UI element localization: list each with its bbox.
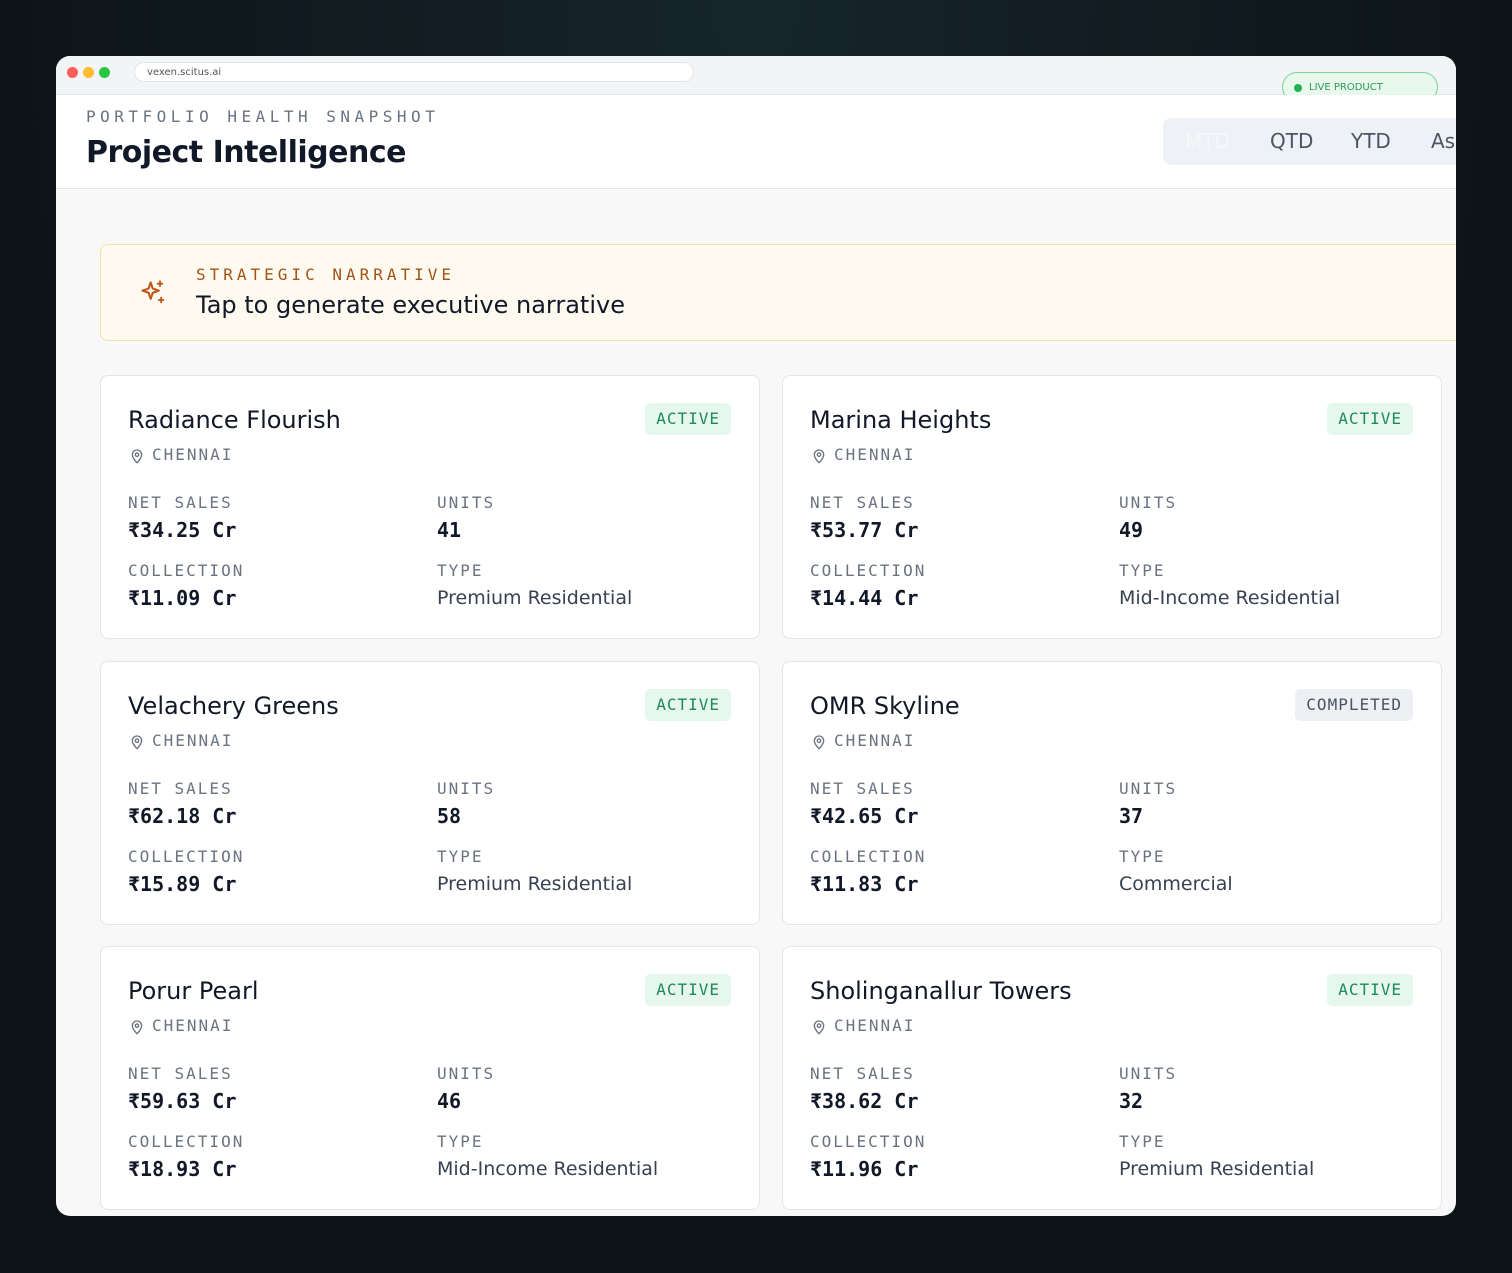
sparkle-icon bbox=[141, 280, 165, 304]
field-label: UNITS bbox=[437, 1064, 496, 1083]
location: CHENNAI bbox=[834, 445, 916, 464]
field-label: COLLECTION bbox=[810, 1132, 927, 1151]
location: CHENNAI bbox=[152, 1016, 234, 1035]
project-card[interactable]: Velachery Greens ACTIVE CHENNAI NET SALES ₹6… bbox=[100, 660, 760, 925]
net-sales: ₹34.25 Cr bbox=[128, 518, 237, 542]
status-badge: ACTIVE bbox=[1327, 403, 1413, 435]
field-label: UNITS bbox=[1119, 1064, 1178, 1083]
status-badge: ACTIVE bbox=[645, 403, 731, 435]
header: PORTFOLIO HEALTH SNAPSHOT Project Intell… bbox=[56, 95, 1456, 189]
net-sales: ₹53.77 Cr bbox=[810, 518, 919, 542]
field-label: TYPE bbox=[437, 1132, 484, 1151]
units: 46 bbox=[437, 1089, 462, 1113]
status-badge: ACTIVE bbox=[645, 974, 731, 1006]
project-name: Marina Heights bbox=[810, 406, 992, 434]
project-card[interactable]: Porur Pearl ACTIVE CHENNAI NET SALES ₹59.63 … bbox=[100, 946, 760, 1210]
narrative-eyebrow: STRATEGIC NARRATIVE bbox=[196, 265, 456, 284]
location: CHENNAI bbox=[834, 730, 916, 750]
field-label: COLLECTION bbox=[810, 561, 927, 580]
field-label: COLLECTION bbox=[128, 561, 245, 580]
status-badge: COMPLETED bbox=[1295, 688, 1413, 721]
field-label: TYPE bbox=[1119, 561, 1166, 580]
page-title: Project Intelligence bbox=[86, 135, 406, 170]
close-button[interactable] bbox=[67, 67, 78, 78]
field-label: UNITS bbox=[1119, 778, 1178, 798]
browser-window: vexen.scitus.ai LIVE PRODUCT PORTFOLIO H… bbox=[56, 56, 1456, 1216]
project-type: Premium Residential bbox=[437, 872, 633, 895]
location-icon bbox=[813, 449, 825, 464]
location-icon bbox=[131, 1020, 143, 1035]
location: CHENNAI bbox=[152, 730, 234, 750]
title-bar: vexen.scitus.ai bbox=[56, 56, 1456, 95]
project-type: Mid-Income Residential bbox=[437, 1158, 659, 1180]
project-card[interactable]: Sholinganallur Towers ACTIVE CHENNAI NET SA… bbox=[782, 946, 1442, 1210]
location-icon bbox=[813, 1020, 825, 1035]
units: 37 bbox=[1119, 803, 1144, 828]
field-label: NET SALES bbox=[810, 1064, 915, 1083]
tab[interactable]: QTD bbox=[1270, 129, 1314, 153]
project-card[interactable]: OMR Skyline COMPLETED CHENNAI NET SALES ₹42.… bbox=[782, 660, 1442, 925]
field-label: TYPE bbox=[1119, 846, 1166, 866]
project-type: Commercial bbox=[1119, 872, 1233, 895]
project-card[interactable]: Marina Heights ACTIVE CHENNAI NET SALES ₹53.… bbox=[782, 375, 1442, 639]
field-label: TYPE bbox=[1119, 1132, 1166, 1151]
narrative-text: Tap to generate executive narrative bbox=[196, 291, 625, 319]
minimize-button[interactable] bbox=[83, 67, 94, 78]
field-label: UNITS bbox=[1119, 493, 1178, 512]
location-icon bbox=[131, 449, 143, 464]
project-name: Sholinganallur Towers bbox=[810, 977, 1072, 1005]
collection: ₹18.93 Cr bbox=[128, 1157, 237, 1181]
field-label: COLLECTION bbox=[810, 846, 927, 866]
field-label: NET SALES bbox=[128, 493, 233, 512]
field-label: NET SALES bbox=[128, 1064, 233, 1083]
net-sales: ₹38.62 Cr bbox=[810, 1089, 919, 1113]
project-name: OMR Skyline bbox=[810, 691, 960, 720]
field-label: NET SALES bbox=[810, 778, 915, 798]
status-badge: ACTIVE bbox=[645, 688, 731, 721]
units: 41 bbox=[437, 518, 462, 542]
period-tabs: MTD QTD YTD As bbox=[1163, 118, 1456, 165]
address-bar[interactable]: vexen.scitus.ai bbox=[134, 62, 694, 82]
eyebrow: PORTFOLIO HEALTH SNAPSHOT bbox=[86, 107, 440, 126]
net-sales: ₹62.18 Cr bbox=[128, 803, 237, 828]
status-badge: ACTIVE bbox=[1327, 974, 1413, 1006]
location: CHENNAI bbox=[152, 445, 234, 464]
units: 32 bbox=[1119, 1089, 1144, 1113]
tab[interactable]: As bbox=[1431, 129, 1456, 153]
project-type: Premium Residential bbox=[437, 587, 633, 609]
field-label: NET SALES bbox=[810, 493, 915, 512]
maximize-button[interactable] bbox=[99, 67, 110, 78]
units: 49 bbox=[1119, 518, 1144, 542]
collection: ₹14.44 Cr bbox=[810, 586, 919, 610]
tab[interactable]: MTD bbox=[1185, 129, 1230, 153]
field-label: TYPE bbox=[437, 561, 484, 580]
net-sales: ₹42.65 Cr bbox=[810, 803, 919, 828]
project-name: Porur Pearl bbox=[128, 977, 259, 1005]
collection: ₹15.89 Cr bbox=[128, 871, 237, 896]
project-type: Mid-Income Residential bbox=[1119, 587, 1341, 609]
project-name: Radiance Flourish bbox=[128, 406, 341, 434]
collection: ₹11.09 Cr bbox=[128, 586, 237, 610]
field-label: UNITS bbox=[437, 493, 496, 512]
field-label: NET SALES bbox=[128, 778, 233, 798]
field-label: UNITS bbox=[437, 778, 496, 798]
field-label: COLLECTION bbox=[128, 1132, 245, 1151]
location-icon bbox=[131, 734, 143, 750]
location-icon bbox=[813, 734, 825, 750]
collection: ₹11.83 Cr bbox=[810, 871, 919, 896]
field-label: TYPE bbox=[437, 846, 484, 866]
project-card[interactable]: Radiance Flourish ACTIVE CHENNAI NET SALES ₹… bbox=[100, 375, 760, 639]
project-name: Velachery Greens bbox=[128, 691, 339, 720]
units: 58 bbox=[437, 803, 462, 828]
location: CHENNAI bbox=[834, 1016, 916, 1035]
project-type: Premium Residential bbox=[1119, 1158, 1315, 1180]
tab[interactable]: YTD bbox=[1351, 129, 1391, 153]
narrative-card[interactable]: STRATEGIC NARRATIVE Tap to generate exec… bbox=[100, 244, 1456, 341]
net-sales: ₹59.63 Cr bbox=[128, 1089, 237, 1113]
field-label: COLLECTION bbox=[128, 846, 245, 866]
collection: ₹11.96 Cr bbox=[810, 1157, 919, 1181]
